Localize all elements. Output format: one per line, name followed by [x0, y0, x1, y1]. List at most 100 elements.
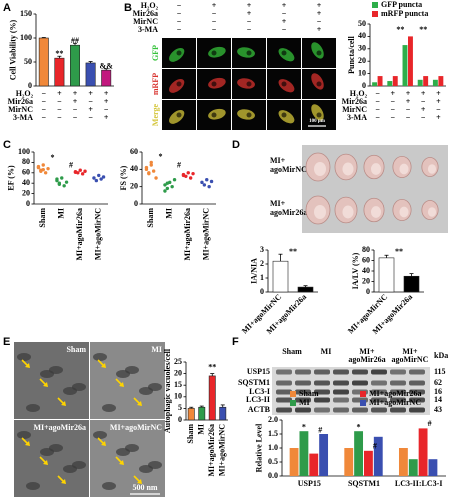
legend-label: mRFP puncta: [381, 9, 428, 18]
y-axis-label: IA/NIA: [249, 258, 258, 284]
panel-letter: D: [232, 139, 240, 151]
y-tick-label: 1.5: [268, 429, 278, 438]
point: [39, 169, 43, 173]
organelle: [125, 366, 139, 374]
condition-sign: −: [247, 17, 252, 26]
nucleus: [316, 112, 322, 118]
condition-name: H₂O₂: [350, 89, 368, 98]
micrograph-label: MI+agoMirNC: [110, 423, 162, 432]
condition-name: 3-MA: [13, 113, 33, 122]
y-tick-label: 0: [260, 287, 264, 296]
x-tick-label: MI+agoMirNC: [202, 208, 211, 260]
point: [154, 176, 158, 180]
condition-name: 3-MA: [347, 113, 367, 122]
condition-sign: −: [57, 113, 62, 122]
scale-label: 500 nm: [132, 483, 157, 492]
point: [64, 180, 69, 184]
infarct: [370, 163, 382, 175]
arrow-head: [61, 479, 66, 484]
condition-sign: +: [421, 89, 426, 98]
condition-sign: −: [375, 113, 380, 122]
condition-name: Mir26a: [342, 97, 367, 106]
legend-swatch: [290, 400, 296, 406]
arrow-head: [43, 460, 48, 465]
band: [409, 407, 425, 413]
x-tick-label: SQSTM1: [348, 479, 380, 488]
infarct: [314, 205, 326, 219]
condition-sign: −: [391, 97, 396, 106]
band: [276, 407, 292, 413]
y-axis-label: EF (%): [7, 165, 16, 191]
row-label: mRFP: [151, 73, 160, 95]
band: [409, 369, 425, 375]
annotation: **: [396, 25, 404, 34]
y-axis-label: IA/LV (%): [351, 252, 360, 289]
condition-sign: +: [406, 89, 411, 98]
annotation: **: [289, 247, 297, 256]
band: [371, 407, 387, 413]
bar: [85, 62, 96, 87]
point: [165, 186, 170, 191]
condition-sign: −: [57, 105, 62, 114]
condition-sign: −: [177, 17, 182, 26]
bar: [408, 459, 418, 476]
condition-sign: +: [406, 97, 411, 106]
micrograph-label: Sham: [66, 345, 86, 354]
bar: [219, 406, 227, 421]
band: [314, 397, 330, 403]
point: [163, 189, 167, 193]
nucleus: [246, 112, 252, 118]
point: [205, 178, 209, 182]
annotation: **: [55, 49, 63, 58]
band: [295, 380, 311, 386]
point: [94, 178, 99, 183]
point: [60, 176, 64, 180]
annotation: *: [302, 423, 306, 432]
band: [314, 369, 330, 375]
band: [371, 397, 387, 403]
legend-swatch: [372, 2, 378, 8]
point: [92, 176, 96, 180]
bar: [38, 37, 49, 87]
organelle: [26, 404, 40, 412]
nucleus: [246, 50, 252, 56]
nucleus: [316, 81, 322, 87]
organelle: [49, 366, 63, 374]
band: [352, 407, 368, 413]
row-label: agoMirNC: [270, 165, 307, 174]
condition-sign: −: [406, 113, 411, 122]
organelle: [102, 482, 116, 490]
band: [352, 369, 368, 375]
band: [333, 407, 349, 413]
lane-label: agoMir26a: [348, 355, 385, 364]
condition-sign: +: [282, 1, 287, 10]
band: [276, 380, 292, 386]
condition-sign: −: [42, 113, 47, 122]
annotation: **: [419, 25, 427, 34]
point: [80, 172, 85, 176]
y-axis-label: Autophagic vacuoles/cell: [163, 348, 172, 433]
condition-sign: +: [57, 89, 62, 98]
band: [276, 369, 292, 375]
arrow-head: [101, 363, 106, 368]
condition-name: MirNC: [342, 105, 367, 114]
y-tick-label: 20: [362, 276, 370, 285]
point: [209, 179, 214, 184]
protein-label: LC3-II: [246, 395, 270, 404]
condition-sign: −: [375, 89, 380, 98]
condition-sign: −: [177, 25, 182, 34]
organelle: [26, 482, 40, 490]
condition-sign: −: [57, 97, 62, 106]
condition-sign: −: [212, 25, 217, 34]
y-axis-label: FS (%): [119, 165, 128, 190]
condition-sign: +: [104, 89, 109, 98]
point: [181, 173, 186, 178]
infarct: [342, 205, 354, 219]
arrow-head: [137, 479, 142, 484]
bar: [289, 448, 299, 476]
row-label: Merge: [151, 103, 160, 126]
panel-letter: F: [232, 336, 239, 348]
condition-name: MirNC: [8, 105, 33, 114]
point: [149, 163, 153, 167]
y-tick-label: 2.0: [268, 415, 278, 424]
